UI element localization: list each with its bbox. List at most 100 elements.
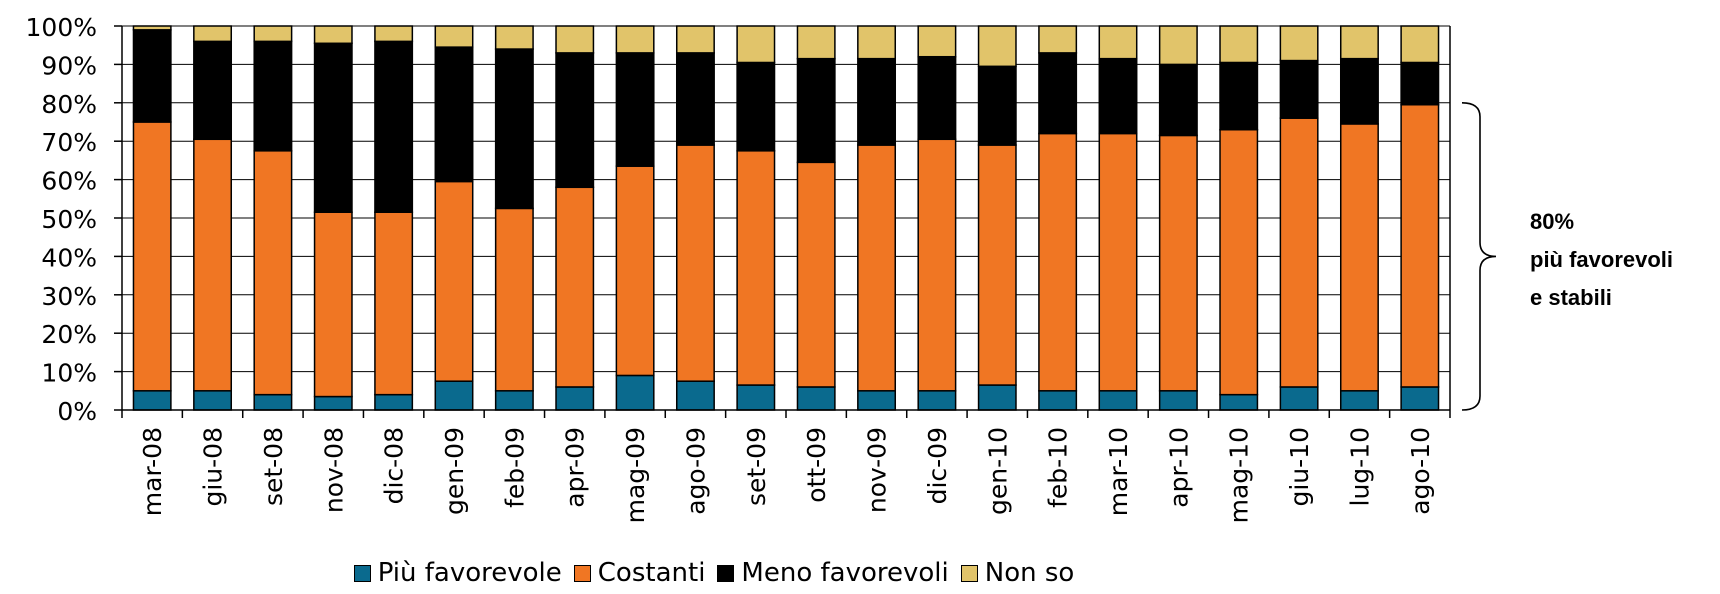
bar-segment-non-so [313,25,353,45]
annotation-line-1: 80% [1530,209,1575,234]
bar-segment-pi-favorevole [193,390,233,411]
bar-segment-costanti [555,186,595,388]
bar-segment-pi-favorevole [555,386,595,411]
bar-segment-costanti [796,161,836,388]
bar-segment-non-so [374,25,414,43]
bar-segment-meno-favorevoli [193,40,233,141]
bar-segment-non-so [132,25,172,31]
x-tick-label: lug-10 [1345,427,1374,507]
y-tick-label: 20% [41,320,97,349]
bar-segment-meno-favorevoli [615,52,655,167]
bar-segment-costanti [253,150,293,396]
x-tick-label: dic-08 [380,427,409,504]
y-tick-label: 40% [41,243,97,272]
bar-segment-meno-favorevoli [736,61,776,152]
x-tick-label: giu-08 [199,427,228,507]
bar-segment-meno-favorevoli [1038,52,1078,135]
bar-segment-non-so [1400,25,1440,64]
bar-segment-costanti [977,144,1017,386]
x-tick-label: ott-09 [802,427,831,503]
bar-segment-non-so [857,25,897,60]
x-tick-label: set-08 [259,427,288,506]
legend: Più favorevole Costanti Meno favorevoli … [0,558,1428,588]
bar-segment-non-so [1038,25,1078,54]
bar-segment-pi-favorevole [615,374,655,411]
bar-segment-meno-favorevoli [977,65,1017,146]
bar-segment-non-so [1279,25,1319,62]
bar-segment-costanti [132,121,172,392]
y-tick-label: 80% [41,90,97,119]
bar-segment-meno-favorevoli [434,46,474,183]
bar-segment-meno-favorevoli [675,52,715,146]
bar-segment-costanti [1219,128,1259,396]
bar-segment-non-so [555,25,595,54]
bar-segment-meno-favorevoli [494,48,534,210]
bar-segment-pi-favorevole [253,393,293,411]
bar-segment-pi-favorevole [313,395,353,411]
bar-segment-non-so [1158,25,1198,66]
legend-item-costanti: Costanti [573,558,705,588]
x-tick-label: nov-09 [863,427,892,513]
bar-segment-costanti [675,144,715,382]
bar-segment-pi-favorevole [736,384,776,411]
bar-segment-pi-favorevole [1279,386,1319,411]
bar-segment-pi-favorevole [857,390,897,411]
legend-label-non-so: Non so [984,558,1075,588]
bar-segment-meno-favorevoli [253,40,293,152]
bar-segment-meno-favorevoli [132,29,172,123]
annotation-line-3: e stabili [1530,285,1612,310]
x-tick-label: feb-10 [1044,427,1073,508]
bracket-annotation: 80% più favorevoli e stabili [1530,203,1673,317]
bar-segment-meno-favorevoli [796,57,836,164]
bar-segment-non-so [434,25,474,48]
y-tick-label: 90% [41,51,97,80]
y-tick-label: 10% [41,359,97,388]
bar-segment-meno-favorevoli [1219,61,1259,131]
bar-segment-pi-favorevole [374,393,414,411]
bar-segment-meno-favorevoli [1400,61,1440,106]
bar-segment-non-so [253,25,293,43]
x-tick-label: dic-09 [923,427,952,504]
bar-segment-pi-favorevole [1219,393,1259,411]
x-tick-label: giu-10 [1285,427,1314,507]
bar-segment-meno-favorevoli [857,57,897,146]
legend-label-meno-favorevoli: Meno favorevoli [741,558,949,588]
x-tick-label: mar-08 [138,427,167,516]
bar-segment-pi-favorevole [494,390,534,411]
legend-item-non-so: Non so [960,558,1075,588]
bar-segment-pi-favorevole [1098,390,1138,411]
bar-segment-non-so [494,25,534,50]
legend-swatch-non-so [960,564,978,582]
bar-segment-non-so [675,25,715,54]
bar-segment-costanti [1339,123,1379,392]
y-tick-label: 50% [41,205,97,234]
bar-segment-pi-favorevole [132,390,172,411]
x-tick-label: mag-09 [621,427,650,523]
bar-segment-meno-favorevoli [1158,63,1198,137]
bar-segment-costanti [1279,117,1319,388]
bar-segment-meno-favorevoli [917,55,957,141]
bar-segment-pi-favorevole [434,380,474,411]
bar-segment-pi-favorevole [917,390,957,411]
bar-segment-costanti [1038,132,1078,392]
bar-segment-pi-favorevole [1339,390,1379,411]
legend-item-meno-favorevoli: Meno favorevoli [717,558,949,588]
bar-segment-non-so [1339,25,1379,60]
bar-segment-meno-favorevoli [555,52,595,189]
bar-segment-costanti [434,180,474,382]
bar-segment-non-so [193,25,233,43]
bar-segment-meno-favorevoli [313,42,353,213]
bar-segment-non-so [1219,25,1259,64]
annotation-line-2: più favorevoli [1530,247,1674,272]
bar-segment-costanti [1158,134,1198,392]
bar-segment-pi-favorevole [1400,386,1440,411]
bar-segment-costanti [374,211,414,396]
bar-segment-meno-favorevoli [1098,57,1138,135]
x-tick-label: ago-09 [681,427,710,515]
x-tick-label: set-09 [742,427,771,506]
y-tick-label: 0% [57,397,97,426]
bar-segment-costanti [1400,103,1440,388]
bar-segment-costanti [494,207,534,392]
bar-segment-pi-favorevole [1038,390,1078,411]
bar-segment-pi-favorevole [675,380,715,411]
